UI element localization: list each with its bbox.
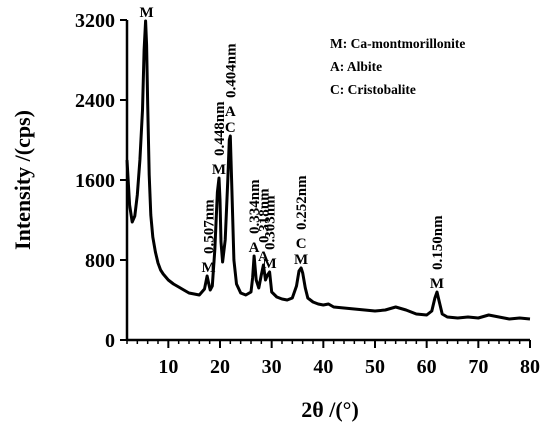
peak-phase-label: M [140, 5, 154, 21]
x-axis-title: 2θ /(°) [301, 397, 359, 422]
peak-phase-label: M [212, 162, 226, 178]
y-tick-label: 0 [105, 330, 115, 352]
legend: M: Ca-montmorillonite A: Albite C: Cristob… [330, 36, 465, 97]
peak-phase-label: M [263, 256, 277, 272]
y-tick-label: 2400 [75, 90, 115, 112]
peak-d-spacing: 0.507nm [202, 199, 218, 254]
peak-d-spacing: 0.448nm [212, 101, 228, 156]
peak-phase-label: C [296, 236, 307, 252]
legend-entry: A: Albite [330, 59, 382, 74]
peak-phase-label: M [294, 252, 308, 268]
peak-d-spacing: 0.318nm [256, 188, 272, 243]
x-tick-label: 10 [158, 356, 178, 378]
plot-area [125, 19, 531, 321]
x-tick-label: 40 [313, 356, 333, 378]
peak-phase-label: M [430, 276, 444, 292]
y-axis-title: Intensity /(cps) [10, 110, 35, 250]
legend-entry: C: Cristobalite [330, 82, 416, 97]
peak-phase-label: A [258, 249, 269, 265]
y-tick-label: 3200 [75, 10, 115, 32]
series-line-0 [125, 19, 531, 321]
peak-d-spacing: 0.334nm [247, 179, 263, 234]
x-tick-label: 50 [365, 356, 385, 378]
peak-phase-label: C [225, 120, 236, 136]
peak-phase-label: M [202, 260, 216, 276]
peak-phase-label: A [225, 104, 236, 120]
y-tick-label: 800 [85, 250, 115, 272]
y-tick-label: 1600 [75, 170, 115, 192]
peak-d-spacing: 0.303nm [263, 195, 279, 250]
x-tick-label: 60 [417, 356, 437, 378]
x-tick-label: 20 [210, 356, 230, 378]
x-tick-label: 30 [262, 356, 282, 378]
peak-d-spacing: 0.150nm [430, 215, 446, 270]
x-tick-label: 70 [468, 356, 488, 378]
peak-phase-label: A [249, 240, 260, 256]
peak-annotations: M1.521nmM0.507nmM0.448nmCA0.404nmA0.334n… [140, 5, 446, 292]
x-tick-label: 80 [520, 356, 540, 378]
peak-d-spacing: 0.404nm [223, 43, 239, 98]
peak-d-spacing: 0.252nm [294, 175, 310, 230]
axes: 0 800 1600 2400 3200 10 20 30 40 50 60 70 80 [75, 10, 540, 378]
legend-entry: M: Ca-montmorillonite [330, 36, 465, 51]
